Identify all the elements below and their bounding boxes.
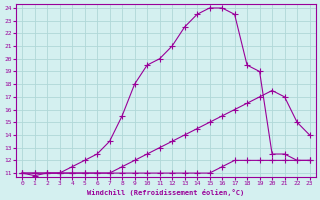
X-axis label: Windchill (Refroidissement éolien,°C): Windchill (Refroidissement éolien,°C) [87,189,244,196]
